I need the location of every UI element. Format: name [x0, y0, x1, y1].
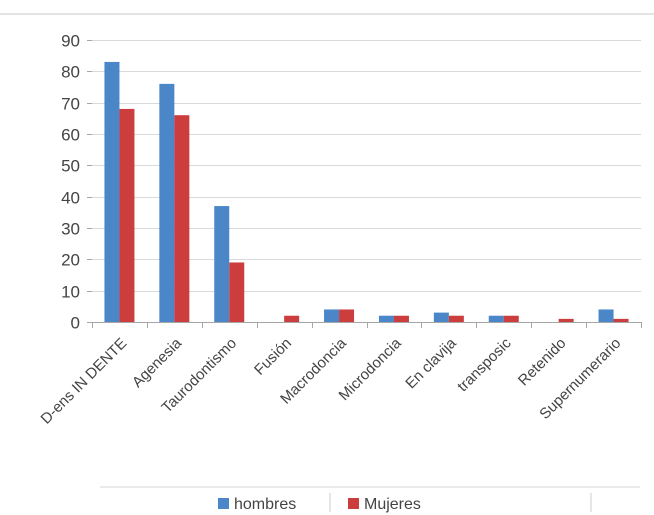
bar-hombres-10 [598, 309, 614, 322]
y-tick-label: 40 [61, 189, 80, 208]
x-axis-ticks [92, 322, 642, 328]
bar-mujeres-4 [284, 315, 300, 322]
legend-swatch-hombres [218, 498, 229, 509]
legend-label-hombres: hombres [234, 496, 296, 513]
bar-mujeres-1 [119, 108, 135, 322]
bar-hombres-6 [378, 315, 394, 322]
y-tick-label: 10 [61, 283, 80, 302]
x-category-label: Agenesia [129, 334, 186, 391]
y-tick-label: 50 [61, 157, 80, 176]
bar-mujeres-9 [558, 318, 574, 322]
y-tick-label: 60 [61, 126, 80, 145]
x-category-label: transposic [454, 334, 515, 395]
legend-swatch-mujeres [348, 498, 359, 509]
y-tick-label: 90 [61, 32, 80, 51]
bar-hombres-3 [214, 206, 230, 322]
bar-mujeres-8 [503, 315, 519, 322]
y-tick-label: 70 [61, 95, 80, 114]
bar-hombres-8 [488, 315, 504, 322]
x-category-label: Fusión [251, 335, 295, 379]
y-tick-label: 80 [61, 63, 80, 82]
bar-hombres-1 [104, 61, 120, 322]
bar-hombres-5 [324, 309, 340, 322]
x-category-label: En clavija [402, 334, 460, 392]
y-tick-label: 20 [61, 251, 80, 270]
bar-mujeres-3 [229, 262, 245, 322]
bar-hombres-2 [159, 83, 175, 322]
legend-label-mujeres: Mujeres [364, 496, 421, 513]
bar-mujeres-10 [613, 318, 629, 322]
bar-mujeres-5 [339, 309, 355, 322]
x-category-label: Retenido [515, 335, 569, 389]
y-tick-label: 0 [71, 314, 80, 333]
x-category-label: D-ens IN DENTE [38, 335, 131, 428]
bar-mujeres-7 [448, 315, 464, 322]
bar-hombres-7 [433, 312, 449, 322]
bar-mujeres-6 [393, 315, 409, 322]
y-tick-label: 30 [61, 220, 80, 239]
bar-mujeres-2 [174, 115, 190, 322]
y-axis-ticks: 0 10 20 30 40 50 60 70 80 90 [61, 32, 92, 333]
bars [104, 61, 629, 322]
legend: hombres Mujeres [218, 493, 592, 513]
